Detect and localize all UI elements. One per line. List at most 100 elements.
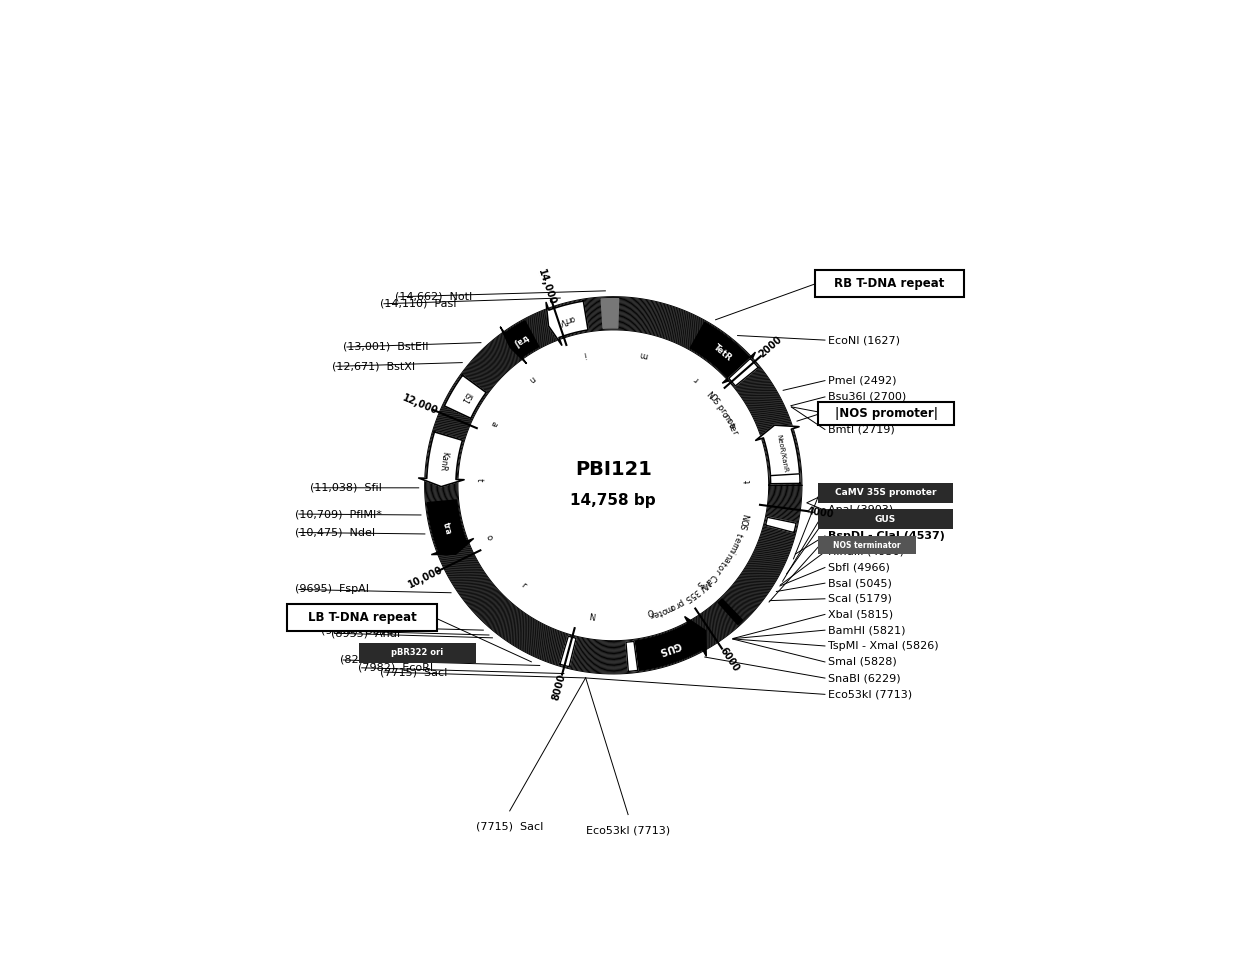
Text: (10,475)  NdeI: (10,475) NdeI: [295, 528, 376, 537]
Text: LB T-DNA repeat: LB T-DNA repeat: [308, 611, 417, 625]
Text: t: t: [725, 422, 735, 429]
Text: PmeI (2492): PmeI (2492): [828, 376, 897, 385]
Text: t: t: [474, 478, 484, 481]
Polygon shape: [691, 323, 755, 383]
Text: NeoR/KanR: NeoR/KanR: [776, 433, 789, 473]
Text: 12,000: 12,000: [401, 392, 439, 416]
Text: N: N: [704, 390, 714, 401]
Text: 4000: 4000: [807, 506, 835, 520]
Polygon shape: [626, 641, 637, 672]
Text: r: r: [729, 429, 739, 436]
Text: o: o: [668, 601, 677, 611]
FancyBboxPatch shape: [358, 643, 476, 663]
Text: 8000: 8000: [551, 673, 567, 702]
Text: ApaI (3903): ApaI (3903): [828, 505, 893, 515]
Polygon shape: [428, 500, 474, 554]
Polygon shape: [718, 599, 743, 625]
Text: KanR: KanR: [438, 451, 449, 472]
Text: (13,001)  BstEII: (13,001) BstEII: [343, 342, 429, 352]
Text: n: n: [723, 551, 734, 560]
Text: GUS: GUS: [657, 639, 682, 656]
Text: 14,000: 14,000: [536, 267, 558, 306]
Text: Bsu36I (2700): Bsu36I (2700): [828, 392, 906, 402]
Text: SnaBI (6229): SnaBI (6229): [828, 673, 900, 683]
Text: |lac promoter|: |lac promoter|: [828, 514, 911, 528]
Text: pBR322 ori: pBR322 ori: [392, 649, 444, 657]
Text: n: n: [527, 373, 537, 383]
Text: o: o: [660, 604, 668, 615]
Polygon shape: [546, 301, 588, 345]
Text: 14,758 bp: 14,758 bp: [570, 493, 656, 507]
Text: 10,000: 10,000: [407, 564, 444, 590]
Polygon shape: [601, 299, 619, 329]
Text: e: e: [732, 535, 742, 543]
Text: tra: tra: [440, 521, 453, 535]
Text: (9695)  FspAI: (9695) FspAI: [295, 584, 370, 595]
Text: XbaI (5815): XbaI (5815): [828, 609, 893, 620]
Text: O: O: [738, 517, 748, 526]
Text: PspOMI (3899): PspOMI (3899): [828, 489, 909, 499]
Text: e: e: [727, 425, 738, 433]
Text: t: t: [718, 559, 728, 567]
Text: S: S: [683, 592, 693, 603]
FancyBboxPatch shape: [815, 270, 963, 297]
Polygon shape: [765, 517, 796, 532]
Polygon shape: [560, 636, 577, 667]
Text: Eco53kI (7713): Eco53kI (7713): [828, 689, 911, 700]
Text: e: e: [652, 608, 660, 618]
Text: BmtI (2719): BmtI (2719): [828, 425, 894, 434]
Text: (7715)  SacI: (7715) SacI: [381, 667, 448, 678]
Text: o: o: [719, 410, 729, 419]
Text: C: C: [707, 572, 717, 582]
Polygon shape: [770, 474, 800, 483]
Text: r: r: [713, 566, 722, 575]
Text: r: r: [649, 609, 655, 619]
Text: NheI (2715): NheI (2715): [828, 408, 894, 418]
Text: HindIII (4950): HindIII (4950): [828, 547, 904, 556]
FancyBboxPatch shape: [818, 536, 916, 554]
Text: m: m: [727, 542, 739, 554]
Text: orfV: orfV: [558, 313, 575, 326]
Text: r: r: [518, 580, 527, 590]
Text: O: O: [707, 393, 718, 404]
Text: t: t: [657, 606, 663, 616]
Text: a: a: [489, 419, 498, 428]
Text: r: r: [673, 600, 681, 609]
Text: o: o: [723, 417, 734, 426]
Text: a: a: [720, 554, 730, 564]
Text: (14,662)  NotI: (14,662) NotI: [396, 292, 472, 302]
Text: p: p: [714, 403, 725, 412]
Text: (12,671)  BstXI: (12,671) BstXI: [332, 361, 415, 371]
Text: (10,709)  PflMI*: (10,709) PflMI*: [295, 509, 382, 519]
Text: N: N: [739, 513, 749, 521]
Text: o: o: [715, 562, 725, 572]
Text: S: S: [709, 397, 720, 407]
Text: TetR: TetR: [712, 343, 734, 363]
Text: S: S: [697, 581, 707, 592]
Text: Eco53kI (7713): Eco53kI (7713): [587, 825, 670, 836]
Text: (7982)  EcoRI: (7982) EcoRI: [358, 663, 433, 673]
Text: (9007)  BbvCI: (9007) BbvCI: [321, 626, 397, 635]
Text: O: O: [646, 609, 655, 620]
Text: 2000: 2000: [758, 334, 784, 360]
Text: r: r: [692, 375, 701, 384]
Text: 5: 5: [687, 590, 697, 600]
Text: i: i: [727, 548, 735, 554]
FancyBboxPatch shape: [286, 604, 438, 631]
Text: ScaI (5179): ScaI (5179): [828, 594, 892, 604]
Text: r: r: [730, 540, 740, 547]
Text: N: N: [588, 613, 596, 624]
Text: SmaI (5828): SmaI (5828): [828, 657, 897, 667]
Text: GUS: GUS: [875, 515, 897, 524]
Polygon shape: [755, 425, 800, 482]
Text: S: S: [737, 522, 746, 530]
Text: TspMI - XmaI (5826): TspMI - XmaI (5826): [828, 641, 939, 651]
Text: t: t: [734, 531, 743, 538]
Text: (7715)  SacI: (7715) SacI: [476, 822, 543, 832]
Text: RB T-DNA repeat: RB T-DNA repeat: [835, 277, 945, 290]
Text: t: t: [744, 480, 753, 483]
Text: i: i: [583, 349, 587, 358]
Text: 3: 3: [691, 587, 701, 598]
Text: SbfI (4966): SbfI (4966): [828, 562, 890, 573]
Text: PBI121: PBI121: [575, 459, 652, 479]
